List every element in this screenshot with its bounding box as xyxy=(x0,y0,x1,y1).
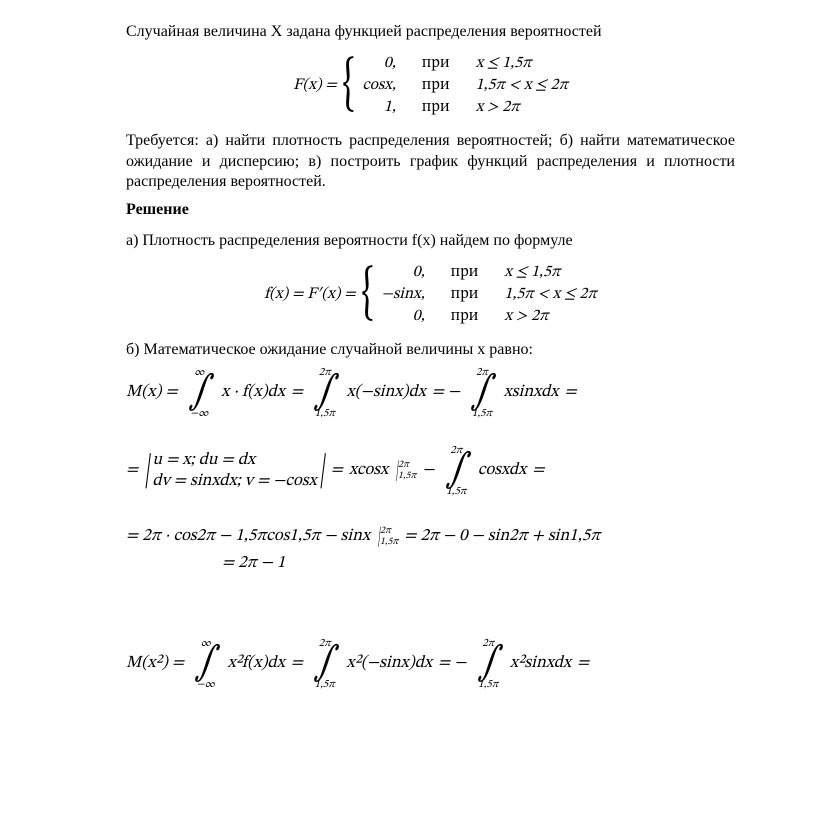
formula-Mx-line3: = 2π · cos2π − 1,5πcos1,5π − sinx | 2π 1… xyxy=(126,523,735,551)
integral-icon: 2π ∫ 1,5π xyxy=(311,638,338,690)
sub-u: u = x; du = dx xyxy=(152,450,316,471)
line3b: = 2π − 0 − sin2π + sin1,5π xyxy=(404,526,600,547)
formula-Mx-line2: = | u = x; du = dx dv = sinxdx; v = −cos… xyxy=(126,445,735,497)
fx-r2-cond: 1,5π < x ≤ 2π xyxy=(504,284,596,304)
fx-r1-word: при xyxy=(451,262,479,282)
part-b-paragraph: б) Математическое ожидание случайной вел… xyxy=(126,340,735,361)
left-brace-icon: { xyxy=(361,268,374,320)
fx-r1-val: 0, xyxy=(381,262,424,282)
Fx-r2-val: cosx, xyxy=(363,75,396,95)
fx-piecewise: 0, при x ≤ 1,5π −sinx, при 1,5π < x ≤ 2π… xyxy=(381,262,596,326)
int4-body: cosxdx xyxy=(478,460,526,481)
left-brace-icon: { xyxy=(342,59,355,111)
int3-body: x²sinxdx xyxy=(510,653,571,674)
Fx-piecewise: 0, при x ≤ 1,5π cosx, при 1,5π < x ≤ 2π … xyxy=(363,53,568,117)
fx-r1-cond: x ≤ 1,5π xyxy=(504,262,596,282)
Fx-r2-word: при xyxy=(422,75,450,95)
eval-hi: 2π xyxy=(398,460,416,471)
line4: = 2π − 1 xyxy=(222,553,285,574)
line3a: = 2π · cos2π − 1,5πcos1,5π − sinx xyxy=(126,526,370,547)
solution-heading: Решение xyxy=(126,201,735,219)
Fx-r3-word: при xyxy=(422,97,450,117)
Fx-r3-val: 1, xyxy=(363,97,396,117)
eval-hi: 2π xyxy=(380,526,398,537)
eq: = − xyxy=(438,653,466,674)
substitution-block: | u = x; du = dx dv = sinxdx; v = −cosx … xyxy=(144,450,325,493)
document-page: Случайная величина X задана функцией рас… xyxy=(0,0,823,828)
fx-r3-word: при xyxy=(451,306,479,326)
integral-icon: 2π ∫ 1,5π xyxy=(475,638,502,690)
Fx-r1-val: 0, xyxy=(363,53,396,73)
Fx-lhs: F(x) = xyxy=(293,75,337,95)
tail: = xyxy=(564,382,576,403)
int1-body: x²f(x)dx xyxy=(227,653,284,674)
formula-fx: f(x) = F′(x) = { 0, при x ≤ 1,5π −sinx, … xyxy=(126,262,735,326)
formula-Mx2: M(x²) = ∞ ∫ −∞ x²f(x)dx = 2π ∫ 1,5π x²(−… xyxy=(126,638,735,690)
intro-paragraph: Случайная величина X задана функцией рас… xyxy=(126,22,735,43)
int3-body: xsinxdx xyxy=(504,382,559,403)
fx-lhs: f(x) = F′(x) = xyxy=(264,284,356,304)
integral-icon: ∞ ∫ −∞ xyxy=(186,367,213,419)
part-a-paragraph: а) Плотность распределения вероятности f… xyxy=(126,231,735,252)
sub-dv: dv = sinxdx; v = −cosx xyxy=(152,471,316,492)
formula-Mx-line1: M(x) = ∞ ∫ −∞ x · f(x)dx = 2π ∫ 1,5π x(−… xyxy=(126,367,735,419)
integral-icon: ∞ ∫ −∞ xyxy=(192,638,219,690)
fx-r3-val: 0, xyxy=(381,306,424,326)
fx-r2-word: при xyxy=(451,284,479,304)
integral-icon: 2π ∫ 1,5π xyxy=(468,367,495,419)
eval-lo: 1,5π xyxy=(398,471,416,482)
part-b-text: б) Математическое ожидание случайной вел… xyxy=(126,341,533,358)
Fx-r3-cond: x > 2π xyxy=(476,97,568,117)
integral-icon: 2π ∫ 1,5π xyxy=(311,367,338,419)
Fx-r2-cond: 1,5π < x ≤ 2π xyxy=(476,75,568,95)
formula-Fx: F(x) = { 0, при x ≤ 1,5π cosx, при 1,5π … xyxy=(126,53,735,117)
formula-Mx-line4: = 2π − 1 xyxy=(222,553,735,574)
int2-body: x²(−sinx)dx xyxy=(346,653,432,674)
eval-limits: | 2π 1,5π xyxy=(376,523,398,551)
eq: = xyxy=(126,460,138,481)
eq: = xyxy=(291,653,303,674)
fx-r3-cond: x > 2π xyxy=(504,306,596,326)
minus: − xyxy=(422,460,434,481)
tail: = xyxy=(532,460,544,481)
eval-lo: 1,5π xyxy=(380,537,398,548)
integral-icon: 2π ∫ 1,5π xyxy=(443,445,470,497)
task-paragraph: Требуется: а) найти плотность распределе… xyxy=(126,131,735,193)
int1-body: x · f(x)dx xyxy=(221,382,285,403)
Mx-head: M(x) = xyxy=(126,382,178,403)
eval-limits: | 2π 1,5π xyxy=(394,457,416,485)
eq: = xyxy=(331,460,343,481)
fx-r2-val: −sinx, xyxy=(381,284,424,304)
int2-body: x(−sinx)dx xyxy=(346,382,425,403)
eq: = xyxy=(291,382,303,403)
Mx2-head: M(x²) = xyxy=(126,653,184,674)
tail: = xyxy=(577,653,589,674)
part-a-text: а) Плотность распределения вероятности f… xyxy=(126,232,573,249)
Fx-r1-cond: x ≤ 1,5π xyxy=(476,53,568,73)
term1: xcosx xyxy=(349,460,388,481)
eq: = − xyxy=(432,382,460,403)
Fx-r1-word: при xyxy=(422,53,450,73)
